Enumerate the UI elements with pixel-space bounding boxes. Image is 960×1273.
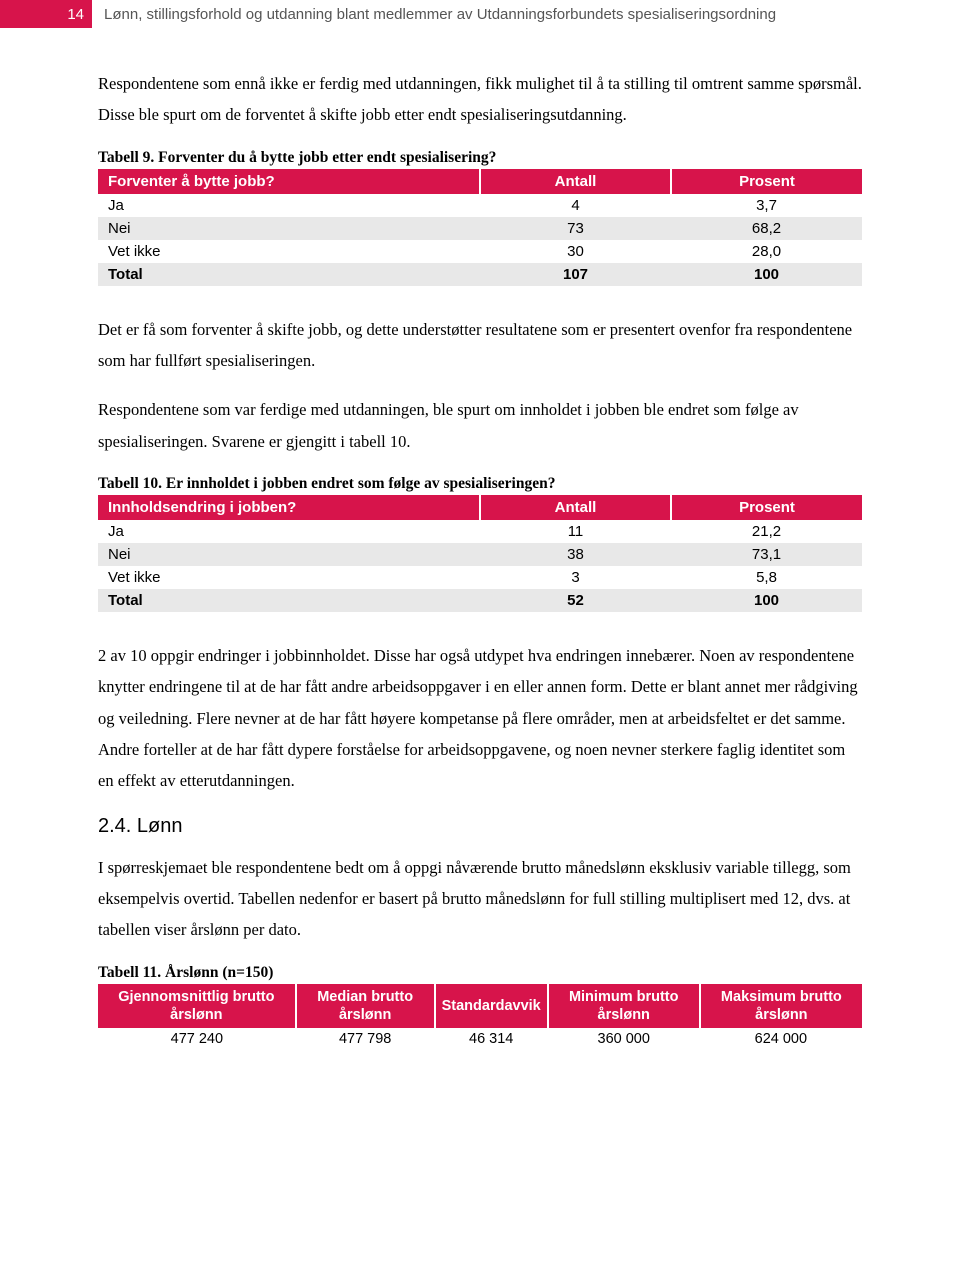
- row-prosent: 100: [671, 263, 862, 286]
- table10-header-row: Innholdsendring i jobben? Antall Prosent: [98, 495, 862, 520]
- table11-caption: Tabell 11. Årslønn (n=150): [98, 964, 862, 982]
- table9: Forventer å bytte jobb? Antall Prosent J…: [98, 169, 862, 286]
- table10-col0: Innholdsendring i jobben?: [98, 495, 480, 520]
- row-label: Total: [98, 263, 480, 286]
- table-row: Total52100: [98, 589, 862, 612]
- row-prosent: 5,8: [671, 566, 862, 589]
- row-label: Ja: [98, 194, 480, 217]
- table-row: Vet ikke3028,0: [98, 240, 862, 263]
- table-row: Nei3873,1: [98, 543, 862, 566]
- table10-col1: Antall: [480, 495, 671, 520]
- row-label: Ja: [98, 520, 480, 543]
- table10: Innholdsendring i jobben? Antall Prosent…: [98, 495, 862, 612]
- table9-col1: Antall: [480, 169, 671, 194]
- page-content: Respondentene som ennå ikke er ferdig me…: [0, 68, 960, 1050]
- row-prosent: 3,7: [671, 194, 862, 217]
- table11-cell-0: 477 240: [98, 1028, 296, 1050]
- paragraph-4: 2 av 10 oppgir endringer i jobbinnholdet…: [98, 640, 862, 797]
- paragraph-2: Det er få som forventer å skifte jobb, o…: [98, 314, 862, 377]
- row-antall: 3: [480, 566, 671, 589]
- paragraph-1: Respondentene som ennå ikke er ferdig me…: [98, 68, 862, 131]
- paragraph-5: I spørreskjemaet ble respondentene bedt …: [98, 852, 862, 946]
- table9-col2: Prosent: [671, 169, 862, 194]
- table11-cell-3: 360 000: [548, 1028, 700, 1050]
- row-antall: 30: [480, 240, 671, 263]
- row-label: Vet ikke: [98, 240, 480, 263]
- row-antall: 4: [480, 194, 671, 217]
- row-prosent: 73,1: [671, 543, 862, 566]
- row-antall: 52: [480, 589, 671, 612]
- table10-caption: Tabell 10. Er innholdet i jobben endret …: [98, 475, 862, 493]
- row-label: Nei: [98, 543, 480, 566]
- table-row: Nei7368,2: [98, 217, 862, 240]
- table11-col1: Median brutto årslønn: [296, 984, 435, 1028]
- table9-col0: Forventer å bytte jobb?: [98, 169, 480, 194]
- paragraph-3: Respondentene som var ferdige med utdann…: [98, 394, 862, 457]
- table11-col0: Gjennomsnittlig brutto årslønn: [98, 984, 296, 1028]
- page-number: 14: [0, 0, 92, 28]
- row-antall: 11: [480, 520, 671, 543]
- table11-col3: Minimum brutto årslønn: [548, 984, 700, 1028]
- table10-col2: Prosent: [671, 495, 862, 520]
- row-antall: 107: [480, 263, 671, 286]
- row-prosent: 28,0: [671, 240, 862, 263]
- table-row: Ja1121,2: [98, 520, 862, 543]
- table-row: Vet ikke35,8: [98, 566, 862, 589]
- page-header: 14 Lønn, stillingsforhold og utdanning b…: [0, 0, 960, 28]
- table11-cell-4: 624 000: [700, 1028, 862, 1050]
- row-label: Total: [98, 589, 480, 612]
- row-prosent: 68,2: [671, 217, 862, 240]
- table-row: Ja43,7: [98, 194, 862, 217]
- row-label: Vet ikke: [98, 566, 480, 589]
- table9-caption: Tabell 9. Forventer du å bytte jobb ette…: [98, 149, 862, 167]
- row-antall: 38: [480, 543, 671, 566]
- row-prosent: 100: [671, 589, 862, 612]
- table9-header-row: Forventer å bytte jobb? Antall Prosent: [98, 169, 862, 194]
- table11-col2: Standardavvik: [435, 984, 548, 1028]
- table-row: Total107100: [98, 263, 862, 286]
- section-2-4-heading: 2.4. Lønn: [98, 815, 862, 838]
- table11-cell-2: 46 314: [435, 1028, 548, 1050]
- row-prosent: 21,2: [671, 520, 862, 543]
- row-label: Nei: [98, 217, 480, 240]
- table11: Gjennomsnittlig brutto årslønn Median br…: [98, 984, 862, 1050]
- running-title: Lønn, stillingsforhold og utdanning blan…: [92, 0, 776, 28]
- row-antall: 73: [480, 217, 671, 240]
- table11-cell-1: 477 798: [296, 1028, 435, 1050]
- table11-col4: Maksimum brutto årslønn: [700, 984, 862, 1028]
- table11-header-row: Gjennomsnittlig brutto årslønn Median br…: [98, 984, 862, 1028]
- table11-row: 477 240 477 798 46 314 360 000 624 000: [98, 1028, 862, 1050]
